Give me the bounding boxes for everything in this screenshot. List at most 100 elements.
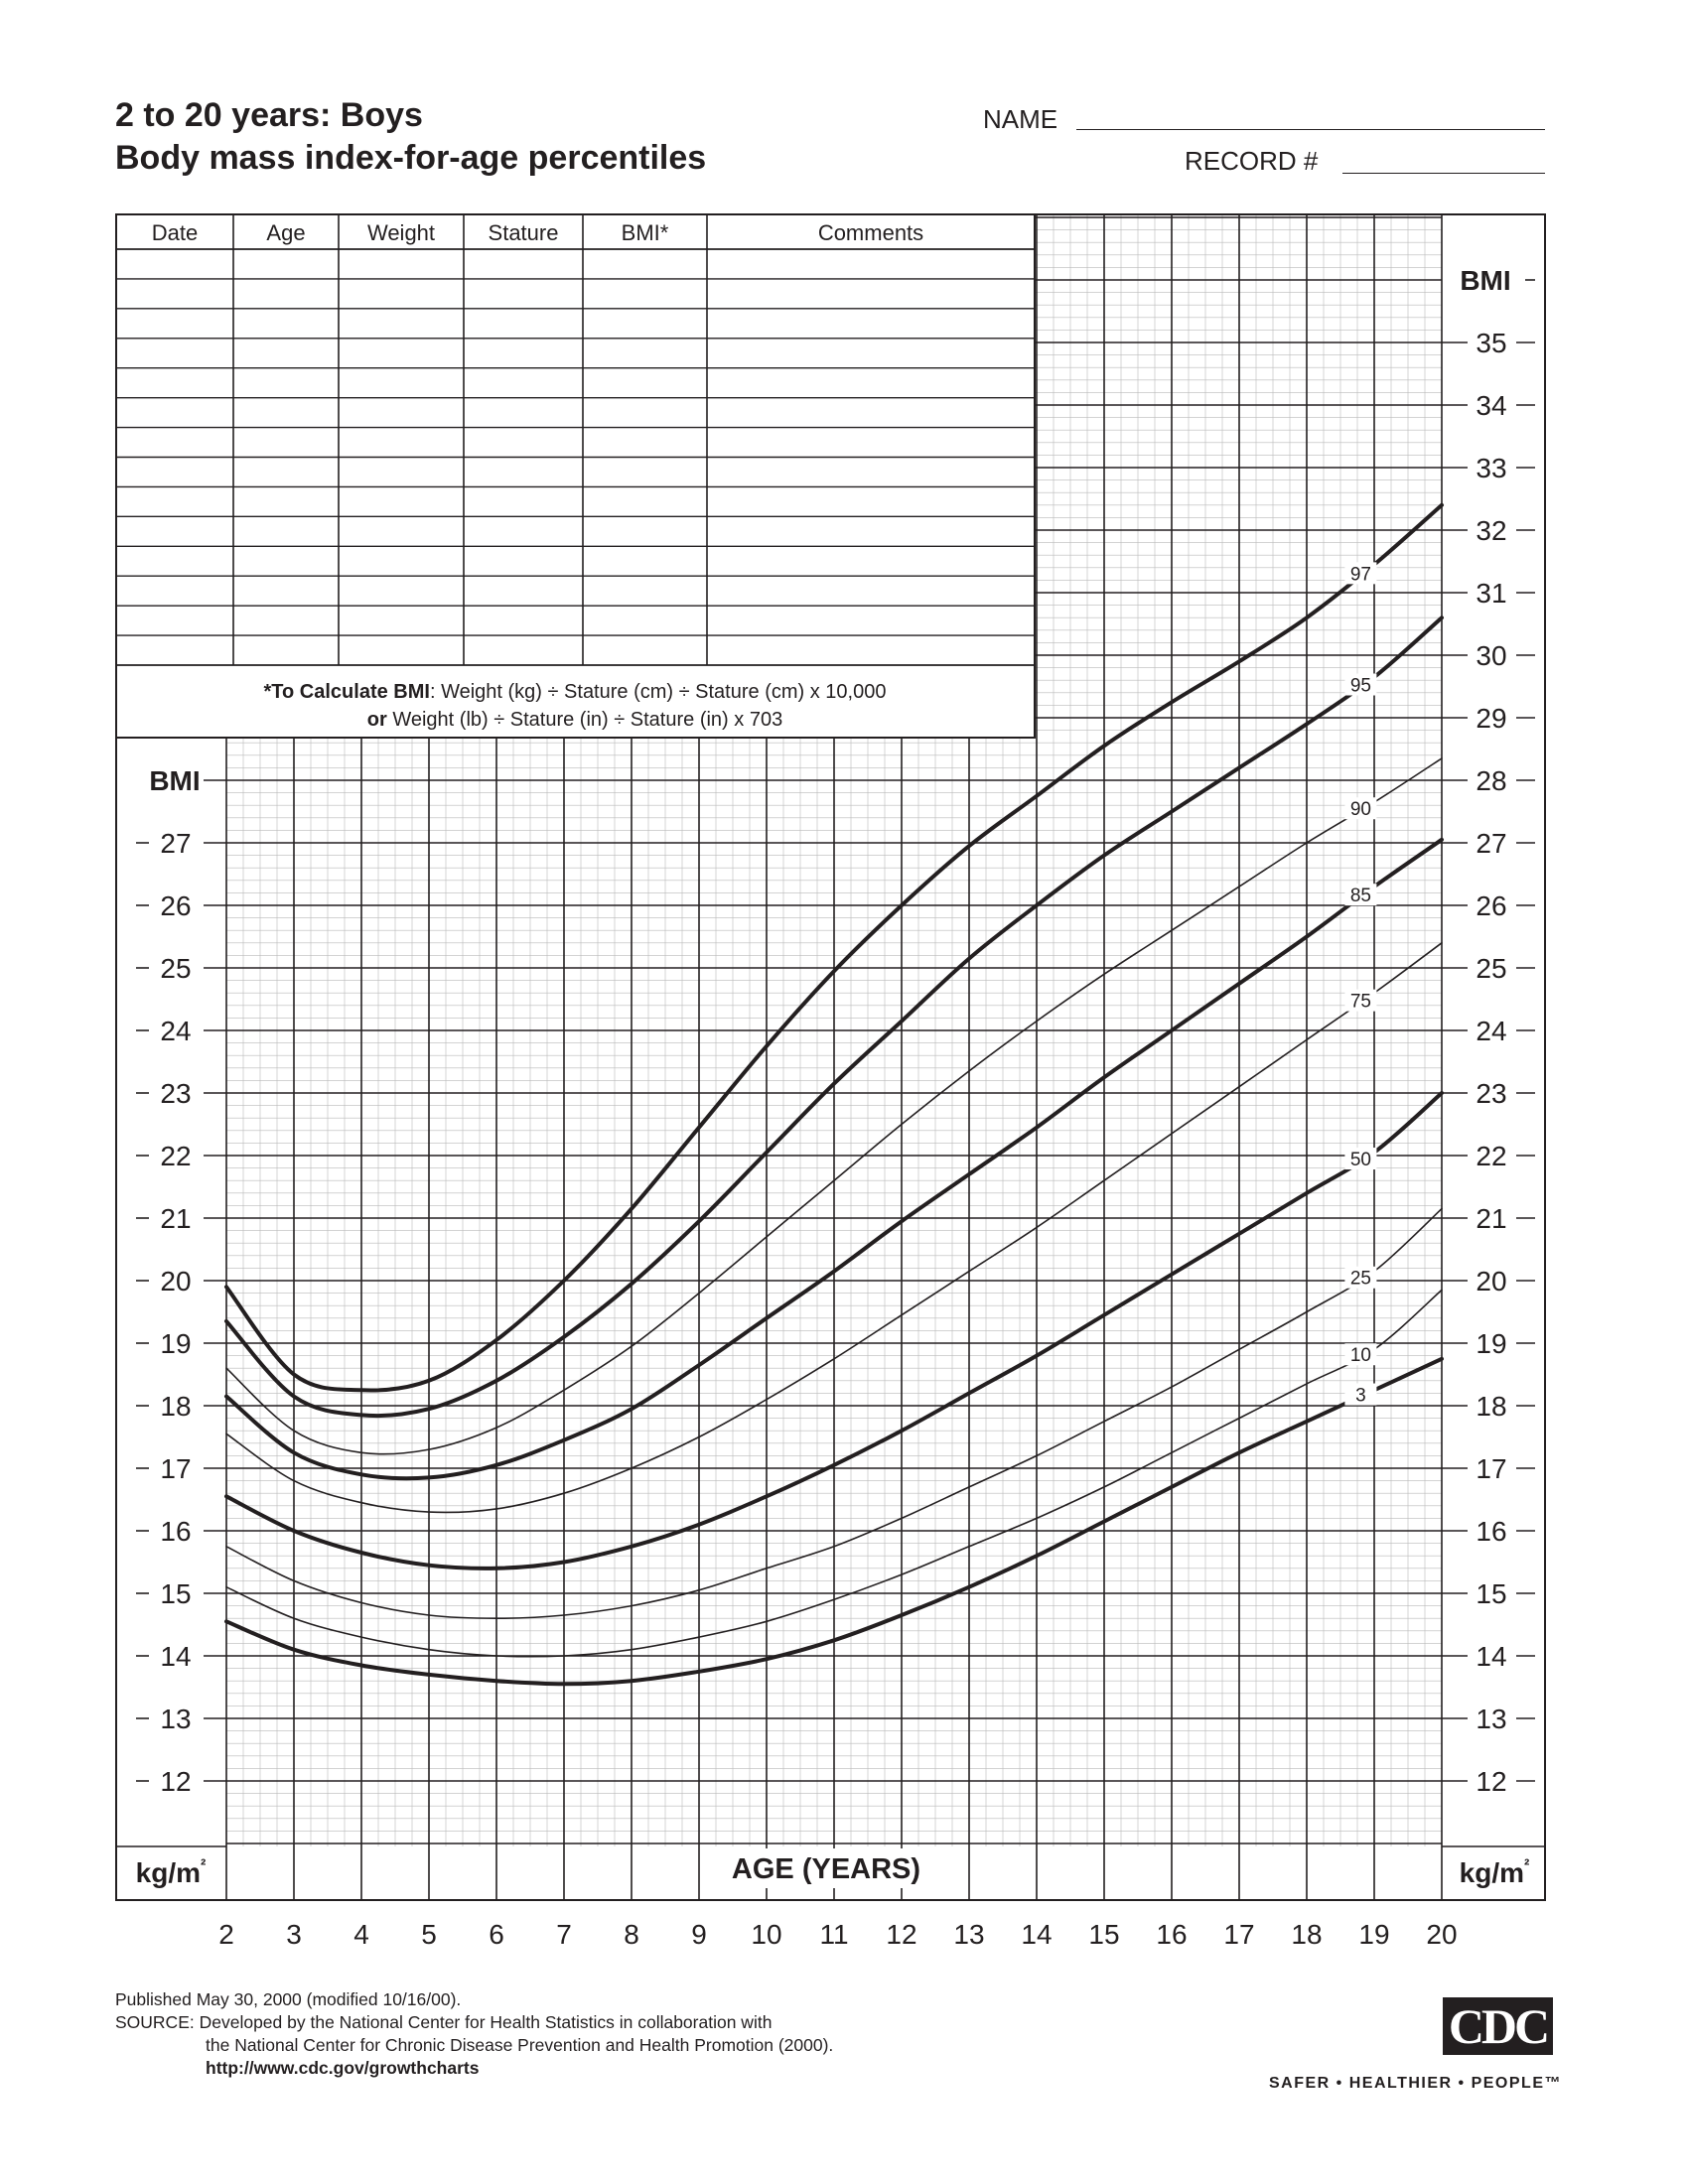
- left-tick-label-16: 16: [160, 1516, 191, 1547]
- percentile-label-bg: [1344, 562, 1377, 585]
- right-tick-label-22: 22: [1476, 1141, 1506, 1171]
- table-header-comments: Comments: [818, 220, 923, 245]
- percentile-label-97: 97: [1350, 564, 1371, 585]
- x-tick-label-10: 10: [751, 1919, 781, 1950]
- percentile-curve-85: [224, 837, 1444, 1481]
- percentile-label-3: 3: [1355, 1386, 1366, 1407]
- left-tick-label-21: 21: [160, 1203, 191, 1234]
- left-tick-label-13: 13: [160, 1704, 191, 1734]
- percentile-label-90: 90: [1350, 799, 1371, 820]
- left-tick-label-14: 14: [160, 1641, 191, 1672]
- right-tick-label-12: 12: [1476, 1766, 1506, 1797]
- x-tick-label-17: 17: [1223, 1919, 1254, 1950]
- percentile-label-bg: [1344, 1383, 1377, 1406]
- x-tick-label-9: 9: [691, 1919, 707, 1950]
- percentile-label-bg: [1344, 673, 1377, 696]
- x-tick-label-18: 18: [1291, 1919, 1322, 1950]
- right-tick-label-16: 16: [1476, 1516, 1506, 1547]
- x-tick-label-8: 8: [624, 1919, 639, 1950]
- table-header-weight: Weight: [367, 220, 435, 245]
- percentile-curve-3: [224, 1356, 1444, 1687]
- cdc-tagline: SAFER • HEALTHIER • PEOPLE™: [1269, 2075, 1562, 2092]
- right-tick-label-21: 21: [1476, 1203, 1506, 1234]
- right-tick-label-32: 32: [1476, 515, 1506, 546]
- source-url-link[interactable]: http://www.cdc.gov/growthcharts: [206, 2058, 480, 2078]
- table-header-bmi: BMI*: [622, 220, 669, 245]
- unit-label-right: kg/m²: [1460, 1857, 1530, 1888]
- percentile-label-10: 10: [1350, 1345, 1371, 1366]
- right-tick-label-25: 25: [1476, 953, 1506, 984]
- left-tick-label-27: 27: [160, 828, 191, 859]
- record-table: [115, 213, 1036, 739]
- right-tick-label-26: 26: [1476, 890, 1506, 921]
- x-tick-label-12: 12: [886, 1919, 916, 1950]
- right-tick-label-27: 27: [1476, 828, 1506, 859]
- left-tick-label-19: 19: [160, 1328, 191, 1359]
- percentile-label-95: 95: [1350, 676, 1371, 697]
- left-tick-label-22: 22: [160, 1141, 191, 1171]
- left-tick-label-25: 25: [160, 953, 191, 984]
- x-tick-label-15: 15: [1088, 1919, 1119, 1950]
- percentile-curve-10: [225, 1289, 1443, 1658]
- table-header-date: Date: [152, 220, 198, 245]
- bmi-formula-line1: *To Calculate BMI: Weight (kg) ÷ Stature…: [264, 681, 887, 703]
- chart-title-line1: 2 to 20 years: Boys: [115, 96, 423, 134]
- right-tick-label-19: 19: [1476, 1328, 1506, 1359]
- name-label: NAME: [983, 104, 1058, 134]
- left-tick-label-17: 17: [160, 1453, 191, 1484]
- percentile-label-25: 25: [1350, 1269, 1371, 1290]
- percentile-label-bg: [1344, 884, 1377, 906]
- x-tick-label-14: 14: [1021, 1919, 1052, 1950]
- right-tick-label-24: 24: [1476, 1016, 1506, 1046]
- left-axis-title: BMI: [149, 765, 200, 796]
- chart-frame: [115, 213, 1546, 1901]
- right-tick-label-18: 18: [1476, 1391, 1506, 1422]
- left-tick-label-12: 12: [160, 1766, 191, 1797]
- right-tick-label-17: 17: [1476, 1453, 1506, 1484]
- x-tick-label-3: 3: [286, 1919, 302, 1950]
- percentile-label-85: 85: [1350, 886, 1371, 906]
- x-axis-title: AGE (YEARS): [732, 1853, 920, 1885]
- percentile-curve-95: [224, 615, 1444, 1419]
- percentile-label-50: 50: [1350, 1150, 1371, 1170]
- record-label: RECORD #: [1185, 146, 1319, 176]
- x-tick-label-20: 20: [1426, 1919, 1457, 1950]
- percentile-label-bg: [1344, 1343, 1377, 1366]
- x-tick-label-2: 2: [218, 1919, 234, 1950]
- bmi-formula-line2: or Weight (lb) ÷ Stature (in) ÷ Stature …: [367, 709, 782, 731]
- right-axis-title: BMI: [1460, 265, 1510, 296]
- source-note: SOURCE: Developed by the National Center…: [115, 2012, 773, 2032]
- x-tick-label-11: 11: [819, 1919, 848, 1950]
- right-tick-label-30: 30: [1476, 640, 1506, 671]
- x-tick-label-5: 5: [421, 1919, 437, 1950]
- percentile-curve-97: [224, 502, 1444, 1393]
- left-tick-label-24: 24: [160, 1016, 191, 1046]
- x-tick-label-13: 13: [953, 1919, 984, 1950]
- left-tick-label-20: 20: [160, 1266, 191, 1297]
- right-tick-label-20: 20: [1476, 1266, 1506, 1297]
- right-tick-label-14: 14: [1476, 1641, 1506, 1672]
- percentile-label-bg: [1344, 989, 1377, 1012]
- x-tick-label-19: 19: [1358, 1919, 1389, 1950]
- percentile-label-75: 75: [1350, 992, 1371, 1013]
- left-tick-label-18: 18: [160, 1391, 191, 1422]
- right-tick-label-13: 13: [1476, 1704, 1506, 1734]
- name-field[interactable]: [1076, 129, 1545, 130]
- percentile-label-bg: [1344, 797, 1377, 820]
- right-tick-label-33: 33: [1476, 453, 1506, 483]
- right-tick-label-23: 23: [1476, 1078, 1506, 1109]
- table-header-age: Age: [266, 220, 305, 245]
- x-tick-label-16: 16: [1156, 1919, 1187, 1950]
- right-tick-label-31: 31: [1476, 578, 1506, 609]
- x-tick-label-6: 6: [489, 1919, 504, 1950]
- record-field[interactable]: [1342, 173, 1545, 174]
- x-axis-title-bg: [717, 1848, 935, 1888]
- left-tick-label-23: 23: [160, 1078, 191, 1109]
- right-tick-label-29: 29: [1476, 703, 1506, 734]
- right-tick-label-28: 28: [1476, 765, 1506, 796]
- percentile-label-bg: [1344, 1148, 1377, 1170]
- right-tick-label-15: 15: [1476, 1578, 1506, 1609]
- x-tick-label-7: 7: [556, 1919, 572, 1950]
- percentile-label-bg: [1344, 1266, 1377, 1289]
